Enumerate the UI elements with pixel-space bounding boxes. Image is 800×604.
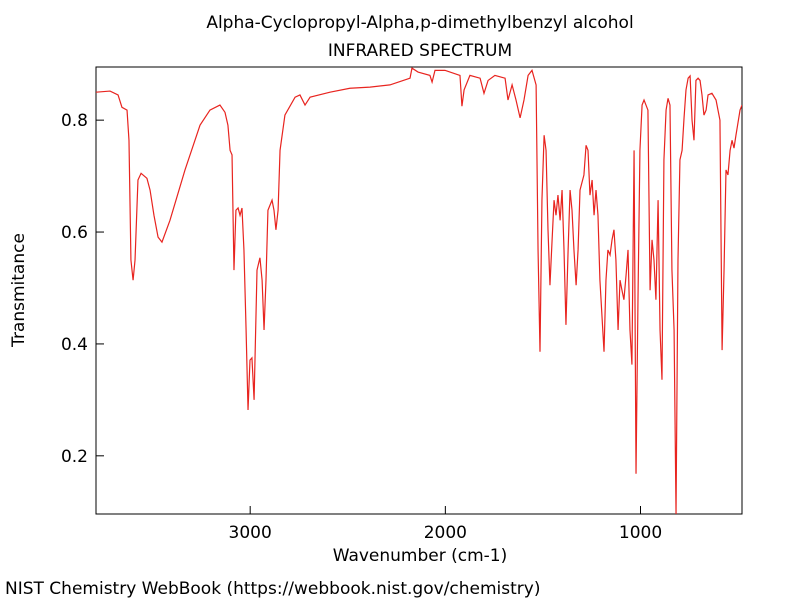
chart-subtitle: INFRARED SPECTRUM [328,41,512,61]
x-tick-label: 3000 [229,523,272,543]
footer: NIST Chemistry WebBook (https://webbook.… [5,579,540,599]
y-tick-label: 0.6 [61,223,88,243]
y-tick-label: 0.4 [61,335,88,355]
spectrum-line [96,67,742,514]
y-tick-label: 0.8 [61,111,88,131]
y-axis-label: Transmitance [9,233,29,348]
plot-frame [95,66,743,515]
x-tick-label: 1000 [619,523,662,543]
x-tick-label: 2000 [424,523,467,543]
x-axis-label: Wavenumber (cm-1) [333,546,508,566]
y-tick-label: 0.2 [61,447,88,467]
chart-title: Alpha-Cyclopropyl-Alpha,p-dimethylbenzyl… [206,13,633,33]
